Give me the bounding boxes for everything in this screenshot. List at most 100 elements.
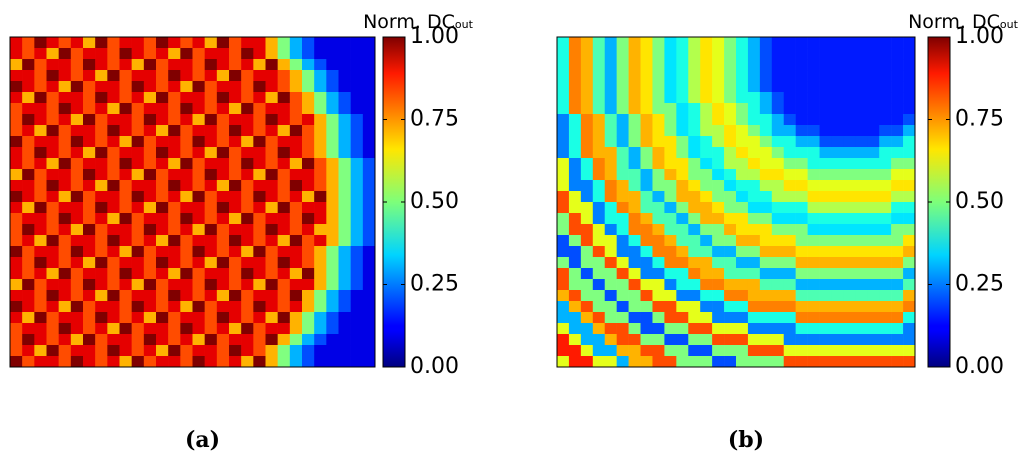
heatmap-cell — [807, 158, 820, 170]
heatmap-cell — [771, 246, 785, 258]
heatmap-cell — [592, 279, 606, 291]
heatmap-cell — [831, 246, 844, 258]
heatmap-cell — [216, 202, 230, 214]
heatmap-cell — [46, 103, 59, 115]
heatmap-cell — [302, 235, 315, 247]
heatmap-cell — [676, 213, 689, 225]
colorbar-tick-label: 0.75 — [955, 107, 1004, 132]
heatmap-cell — [640, 70, 653, 82]
heatmap-cell — [302, 224, 315, 236]
heatmap-cell — [592, 301, 606, 313]
heatmap-cell — [95, 301, 108, 313]
heatmap-cell — [580, 103, 594, 115]
heatmap-cell — [22, 81, 35, 93]
heatmap-cell — [131, 257, 145, 269]
heatmap-cell — [95, 312, 108, 324]
heatmap-cell — [326, 92, 339, 104]
heatmap-cell — [10, 125, 23, 137]
heatmap-cell — [867, 158, 880, 170]
heatmap-cell — [34, 323, 47, 335]
heatmap-cell — [143, 125, 157, 137]
heatmap-cell — [362, 180, 376, 192]
heatmap-cell — [664, 169, 677, 181]
heatmap-cell — [819, 334, 832, 346]
heatmap-cell — [22, 356, 35, 368]
heatmap-cell — [10, 301, 23, 313]
heatmap-cell — [131, 213, 145, 225]
heatmap-cell — [592, 202, 606, 214]
heatmap-cell — [10, 147, 23, 159]
heatmap-cell — [592, 114, 606, 126]
heatmap-cell — [580, 323, 594, 335]
heatmap-cell — [119, 59, 132, 71]
heatmap-cell — [241, 268, 254, 280]
heatmap-cell — [616, 48, 629, 60]
heatmap-cell — [338, 180, 351, 192]
heatmap-cell — [604, 356, 617, 368]
heatmap-cell — [204, 158, 218, 170]
heatmap-cell — [216, 92, 230, 104]
heatmap-cell — [277, 103, 291, 115]
heatmap-cell — [241, 37, 254, 49]
heatmap-cell — [168, 312, 181, 324]
heatmap-cell — [891, 279, 904, 291]
heatmap-cell — [759, 345, 773, 357]
heatmap-cell — [95, 345, 108, 357]
heatmap-cell — [640, 169, 653, 181]
heatmap-cell — [119, 334, 132, 346]
heatmap-cell — [168, 301, 181, 313]
heatmap-cell — [807, 37, 820, 49]
heatmap-cell — [807, 191, 820, 203]
heatmap-cell — [277, 345, 291, 357]
heatmap-cell — [119, 345, 132, 357]
heatmap-cell — [83, 334, 96, 346]
heatmap-cell — [640, 246, 653, 258]
heatmap-cell — [628, 81, 641, 93]
heatmap-cell — [557, 279, 570, 291]
heatmap-cell — [46, 136, 59, 148]
heatmap-cell — [771, 268, 785, 280]
heatmap-cell — [326, 268, 339, 280]
heatmap-cell — [664, 180, 677, 192]
heatmap-cell — [229, 235, 242, 247]
heatmap-cell — [568, 246, 582, 258]
heatmap-cell — [34, 246, 47, 258]
heatmap-cell — [70, 345, 84, 357]
heatmap-cell — [891, 323, 904, 335]
heatmap-cell — [557, 312, 570, 324]
heatmap-cell — [204, 202, 218, 214]
heatmap-cell — [34, 202, 47, 214]
heatmap-cell — [314, 356, 327, 368]
heatmap-cell — [180, 169, 193, 181]
heatmap-cell — [34, 345, 47, 357]
heatmap-cell — [568, 224, 582, 236]
heatmap-cell — [831, 48, 844, 60]
heatmap-cell — [192, 257, 205, 269]
heatmap-cell — [616, 257, 629, 269]
heatmap-cell — [640, 158, 653, 170]
heatmap-cell — [70, 114, 84, 126]
heatmap-cell — [891, 125, 904, 137]
heatmap-cell — [10, 37, 23, 49]
heatmap-cell — [580, 81, 594, 93]
heatmap-cell — [265, 202, 278, 214]
colorbar-title-sub: out — [455, 18, 474, 31]
heatmap-cell — [879, 345, 892, 357]
heatmap-cell — [229, 81, 242, 93]
heatmap-cell — [302, 59, 315, 71]
heatmap-cell — [807, 125, 820, 137]
heatmap-cell — [119, 37, 132, 49]
heatmap-cell — [676, 191, 689, 203]
heatmap-cell — [557, 345, 570, 357]
heatmap-cell — [795, 312, 808, 324]
heatmap-cell — [22, 257, 35, 269]
heatmap-cell — [664, 158, 677, 170]
heatmap-cell — [34, 125, 47, 137]
heatmap-cell — [143, 169, 157, 181]
heatmap-cell — [131, 191, 145, 203]
heatmap-cell — [95, 246, 108, 258]
heatmap-cell — [46, 268, 59, 280]
heatmap-cell — [46, 37, 59, 49]
heatmap-cell — [867, 180, 880, 192]
